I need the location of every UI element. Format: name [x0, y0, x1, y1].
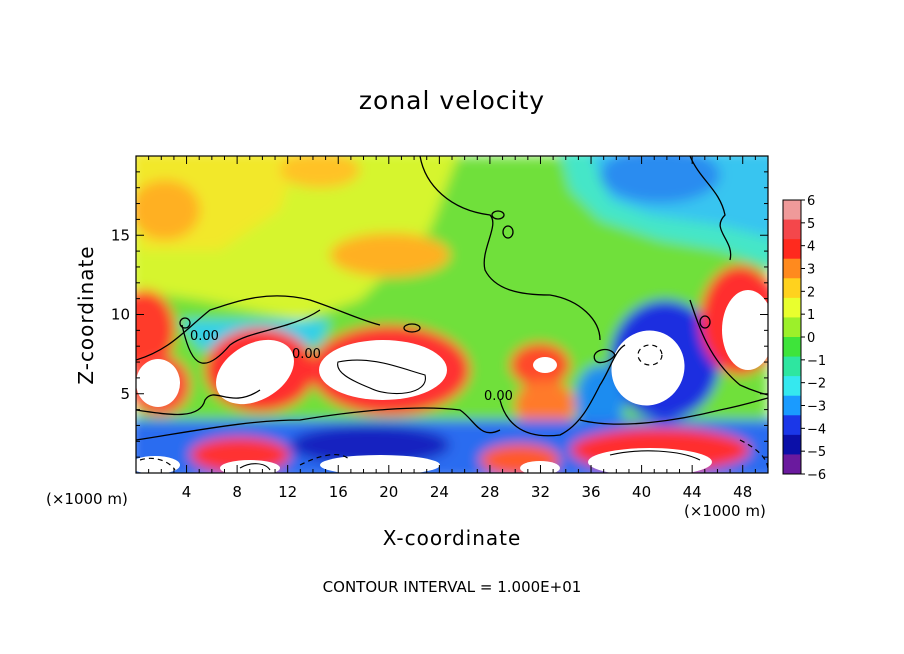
colorbar-swatch: [783, 317, 801, 338]
x-tick-label: 8: [232, 483, 242, 501]
x-axis: 4 8 12 16 20 24 28 32 36 40 44 48: [148, 156, 756, 501]
colorbar-tick-label: −5: [807, 445, 826, 460]
x-tick-label: 36: [581, 483, 600, 501]
colorbar: 6 5 4 3 2 1 0 −1 −2 −3 −4 −5 −6: [782, 194, 826, 483]
colorbar-tick-label: 4: [807, 240, 815, 255]
contour-label: 0.00: [484, 389, 513, 404]
colorbar-swatch: [783, 219, 801, 240]
y-tick-label: 10: [111, 306, 130, 324]
colorbar-swatch: [783, 239, 801, 260]
colorbar-tick-label: 5: [807, 217, 815, 232]
x-unit-label-right: (×1000 m): [684, 502, 766, 520]
x-tick-label: 32: [531, 483, 550, 501]
x-tick-label: 28: [480, 483, 499, 501]
colorbar-swatch: [783, 415, 801, 436]
x-tick-label: 20: [379, 483, 398, 501]
colorbar-tick-label: −1: [807, 354, 826, 369]
x-axis-label: X-coordinate: [382, 526, 522, 550]
contour-interval-note: CONTOUR INTERVAL = 1.000E+01: [322, 578, 582, 596]
contour-label: 0.00: [190, 329, 219, 344]
colorbar-tick-label: 0: [807, 331, 815, 346]
chart-title: zonal velocity: [358, 86, 546, 115]
y-tick-label: 5: [120, 385, 130, 403]
colorbar-swatch: [783, 297, 801, 318]
colorbar-tick-label: −6: [807, 468, 826, 483]
colorbar-swatch: [783, 200, 801, 221]
x-tick-label: 48: [733, 483, 752, 501]
contour-label: 0.00: [292, 347, 321, 362]
x-unit-label-left: (×1000 m): [46, 490, 128, 508]
y-tick-label: 15: [111, 226, 130, 244]
colorbar-tick-label: 6: [807, 194, 815, 209]
heatmap-field: [136, 156, 768, 473]
x-tick-label: 24: [430, 483, 449, 501]
x-tick-label: 4: [182, 483, 192, 501]
y-axis: 5 10 15: [111, 171, 768, 458]
colorbar-swatch: [783, 395, 801, 416]
colorbar-tick-label: −4: [807, 422, 826, 437]
colorbar-swatch: [783, 278, 801, 299]
x-tick-label: 40: [632, 483, 651, 501]
colorbar-swatch: [783, 434, 801, 455]
colorbar-swatch: [783, 258, 801, 279]
colorbar-tick-label: −3: [807, 400, 826, 415]
x-tick-label: 16: [329, 483, 348, 501]
x-tick-label: 12: [278, 483, 297, 501]
colorbar-tick-label: 3: [807, 263, 815, 278]
positive-contours: [239, 359, 701, 471]
colorbar-swatch: [783, 356, 801, 377]
colorbar-tick-label: −2: [807, 377, 826, 392]
colorbar-tick-label: 2: [807, 285, 815, 300]
x-tick-label: 44: [683, 483, 702, 501]
colorbar-swatch: [783, 454, 801, 475]
colorbar-swatch: [783, 376, 801, 397]
colorbar-tick-label: 1: [807, 308, 815, 323]
colorbar-swatch: [783, 337, 801, 358]
